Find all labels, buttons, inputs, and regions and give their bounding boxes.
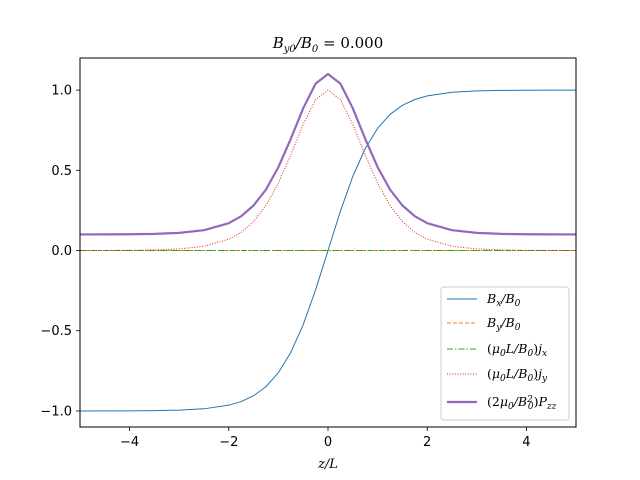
x-tick-label: 4 xyxy=(522,435,530,450)
legend-label-jy: (μ0L/B0)jy xyxy=(487,366,548,384)
series-line-jy xyxy=(79,89,577,251)
x-tick-label: 0 xyxy=(324,435,332,450)
y-tick-label: 0.5 xyxy=(51,164,72,179)
x-tick-label: −4 xyxy=(120,435,139,450)
y-tick-label: 1.0 xyxy=(51,84,72,99)
x-tick-label: 2 xyxy=(423,435,431,450)
legend-box xyxy=(440,286,570,421)
chart-title: By0/B0 = 0.000 xyxy=(272,34,384,55)
x-tick-label: −2 xyxy=(219,435,238,450)
x-axis-label: z/L xyxy=(317,457,338,472)
legend: Bx/B0 By/B0 (μ0L/B0)jx (μ0L/B0)jy (2μ0/B… xyxy=(440,286,570,421)
series-line-pzz xyxy=(79,72,577,236)
y-tick-label: −1.0 xyxy=(40,404,72,419)
y-tick-label: −0.5 xyxy=(40,324,72,339)
series-layer xyxy=(79,72,577,412)
legend-label-pzz: (2μ0/B2 0)Pzz xyxy=(487,394,557,412)
y-tick-label: 0.0 xyxy=(51,244,72,259)
legend-label-bx: Bx/B0 xyxy=(486,291,521,309)
legend-label-jx: (μ0L/B0)jx xyxy=(487,341,547,359)
y-axis: −1.0 −0.5 0.0 0.5 1.0 xyxy=(40,84,80,419)
legend-label-by: By/B0 xyxy=(486,315,521,333)
x-axis: −4 −2 0 2 4 xyxy=(120,427,531,450)
